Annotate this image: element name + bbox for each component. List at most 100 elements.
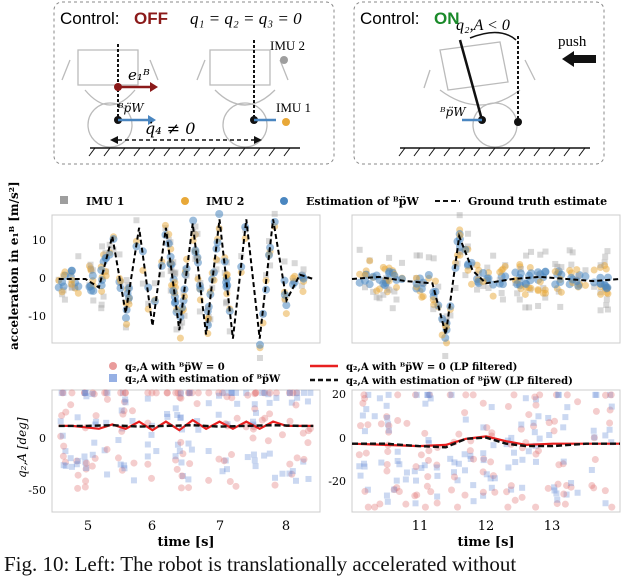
estimation-point xyxy=(196,284,205,293)
q-est-point xyxy=(121,465,128,472)
imu1-point xyxy=(535,302,542,309)
q-est-point xyxy=(286,389,293,396)
q-est-point xyxy=(551,487,558,494)
q2a-plots: q₂,A with ᴮp̈W = 0 q₂,A with estimation … xyxy=(15,362,621,550)
q-est-point xyxy=(424,391,431,398)
imu1-point xyxy=(523,252,530,259)
q-est-point xyxy=(424,392,431,399)
imu1-point xyxy=(416,252,423,259)
q-zero-point xyxy=(74,484,82,492)
q-est-point xyxy=(508,486,515,493)
imu1-point xyxy=(380,291,387,298)
q-zero-point xyxy=(362,449,370,457)
q-est-point xyxy=(413,477,420,484)
q-zero-point xyxy=(364,503,372,511)
imu1-point xyxy=(223,298,230,305)
legend-q-est-filtered: q₂,A with estimation of ᴮp̈W (LP filtere… xyxy=(346,376,573,387)
q-est-point xyxy=(289,468,296,475)
accel-ytick: -10 xyxy=(28,310,46,323)
q-zero-point xyxy=(383,413,391,421)
q-est-point xyxy=(467,452,474,459)
q-est-point xyxy=(363,406,370,413)
imu1-point xyxy=(430,306,437,313)
accel-ytick: 10 xyxy=(32,234,46,247)
q-zero-point xyxy=(607,391,615,399)
q-zero-point xyxy=(511,496,519,504)
q-est-point xyxy=(82,459,89,466)
imu2-point xyxy=(98,287,106,295)
imu1-point xyxy=(192,223,199,230)
imu1-point xyxy=(517,266,524,273)
q-est-point xyxy=(117,461,124,468)
imu1-point xyxy=(139,280,146,287)
q-est-point xyxy=(194,418,201,425)
q-est-point xyxy=(177,390,184,397)
q-zero-point xyxy=(228,394,236,402)
q-est-point xyxy=(461,451,468,458)
q-zero-point xyxy=(92,412,100,420)
q-zero-point xyxy=(223,393,231,401)
q-zero-point xyxy=(592,407,600,415)
q-est-point xyxy=(488,404,495,411)
q-zero-point xyxy=(433,461,441,469)
q-zero-point xyxy=(286,417,294,425)
q-zero-point xyxy=(249,434,257,442)
imu1-point xyxy=(376,295,383,302)
imu1-point xyxy=(490,252,497,259)
q-zero-point xyxy=(412,391,420,399)
estimation-point xyxy=(166,260,175,269)
q-zero-point xyxy=(590,484,598,492)
q-est-point xyxy=(265,391,272,398)
q-zero-point xyxy=(412,463,420,471)
q-zero-point xyxy=(450,473,458,481)
imu1-point xyxy=(457,249,464,256)
imu1-point xyxy=(526,304,533,311)
q-zero-point xyxy=(545,419,553,427)
q-est-point xyxy=(144,453,151,460)
q-est-point xyxy=(164,413,171,420)
estimation-point xyxy=(157,261,166,270)
q-est-point xyxy=(519,456,526,463)
imu1-point xyxy=(602,253,609,260)
q-est-point xyxy=(62,448,69,455)
legend-ground-truth: Ground truth estimate xyxy=(468,195,607,208)
imu1-point xyxy=(356,246,363,253)
q-est-point xyxy=(545,414,552,421)
estimation-point xyxy=(522,279,531,288)
imu1-point xyxy=(456,248,463,255)
estimation-point xyxy=(424,271,433,280)
q-zero-point xyxy=(177,484,185,492)
q-zero-point xyxy=(491,488,499,496)
q-zero-point xyxy=(176,393,184,401)
imu1-point xyxy=(300,266,307,273)
imu1-point xyxy=(106,241,113,248)
q-zero-point xyxy=(550,427,558,435)
imu1-point xyxy=(213,266,220,273)
left-control-state: OFF xyxy=(134,9,168,28)
q-zero-point xyxy=(517,425,525,433)
q-zero-point xyxy=(551,417,559,425)
q-est-point xyxy=(385,427,392,434)
estimation-point xyxy=(172,308,181,317)
legend-q-zero-filtered: q₂,A with ᴮp̈W = 0 (LP filtered) xyxy=(346,362,517,373)
right-equation: q₂,A < 0 xyxy=(456,17,510,34)
q-est-point xyxy=(251,457,258,464)
legend-imu1: IMU 1 xyxy=(86,195,124,208)
q-zero-point xyxy=(179,450,187,458)
imu1-point xyxy=(177,323,184,330)
q-zero-point xyxy=(128,407,136,415)
imu2-point xyxy=(464,266,472,274)
q-zero-point xyxy=(193,400,201,408)
q-zero-point xyxy=(532,401,540,409)
imu2-point xyxy=(366,257,374,265)
imu1-point xyxy=(291,260,298,267)
q-zero-point xyxy=(82,465,90,473)
estimation-point xyxy=(484,274,493,283)
q-est-point xyxy=(243,389,250,396)
accel-right-marks xyxy=(351,212,621,359)
imu1-point xyxy=(116,251,123,258)
imu2-point xyxy=(123,320,131,328)
q-est-point xyxy=(186,389,193,396)
right-control-state: ON xyxy=(434,9,460,28)
imu2-point xyxy=(536,278,544,286)
